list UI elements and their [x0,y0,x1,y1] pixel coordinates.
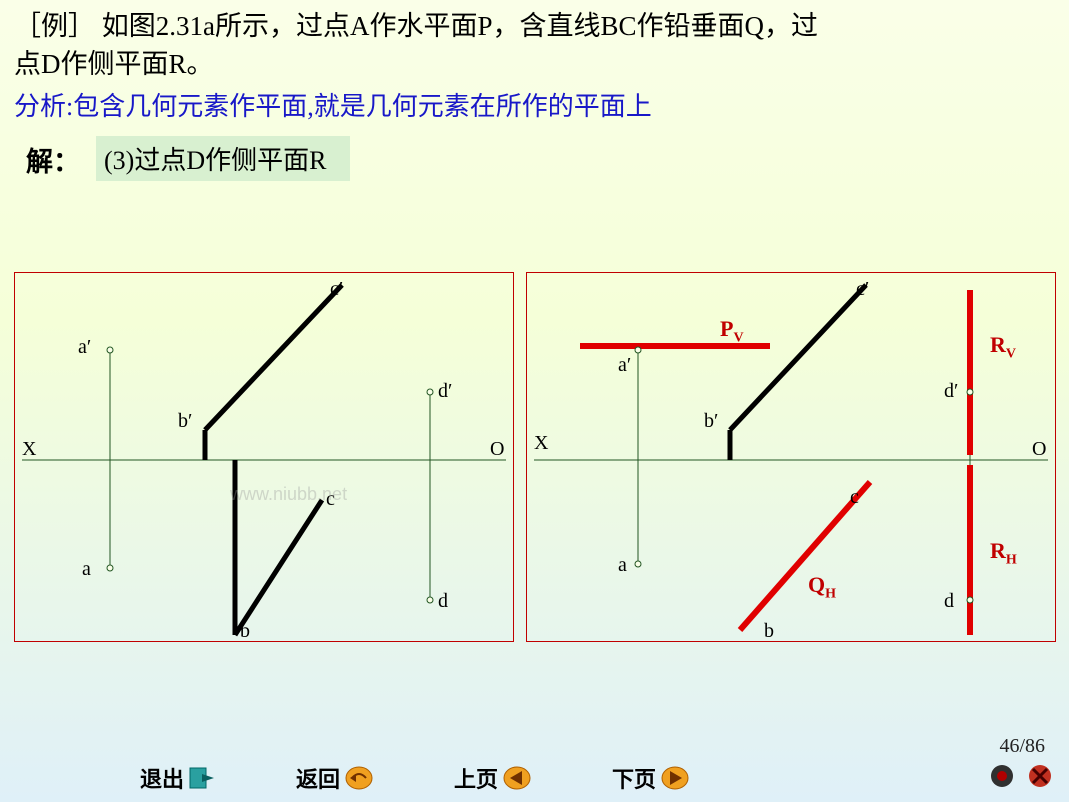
next-button[interactable]: 下页 [612,762,690,794]
stop-button[interactable] [1027,763,1053,794]
record-button[interactable] [989,763,1015,794]
right-X-label: X [534,432,548,455]
label-Rh: RH [990,538,1017,568]
nav-bar: 退出 返回 上页 下页 [0,762,1069,794]
next-label: 下页 [612,762,656,794]
back-label: 返回 [296,762,340,794]
right-c-prime: c′ [856,278,869,301]
left-X-label: X [22,438,36,461]
prev-button[interactable]: 上页 [454,762,532,794]
right-d-prime: d′ [944,380,958,403]
back-button[interactable]: 返回 [296,762,374,794]
right-a-prime: a′ [618,354,631,377]
watermark: www.niubb.net [230,484,347,505]
prev-label: 上页 [454,762,498,794]
stop-icon [1027,763,1053,789]
back-icon [344,765,374,791]
record-icon [989,763,1015,789]
left-d-prime: d′ [438,380,452,403]
exit-label: 退出 [140,762,184,794]
exit-icon [188,766,216,790]
left-c-prime: c′ [330,278,343,301]
prev-icon [502,765,532,791]
left-O-label: O [490,438,504,461]
left-b-prime: b′ [178,410,192,433]
exit-button[interactable]: 退出 [140,762,216,794]
left-a-prime: a′ [78,336,91,359]
label-Rv: RV [990,332,1016,362]
right-b-prime: b′ [704,410,718,433]
label-Pv: PV [720,316,744,346]
page-number: 46/86 [999,735,1045,758]
diagram-svg [0,0,1069,802]
next-icon [660,765,690,791]
left-b: b [240,620,250,643]
left-a: a [82,558,91,581]
right-d: d [944,590,954,613]
right-c: c [850,486,859,509]
right-a: a [618,554,627,577]
right-O-label: O [1032,438,1046,461]
left-d: d [438,590,448,613]
label-Qh: QH [808,572,836,602]
right-b: b [764,620,774,643]
